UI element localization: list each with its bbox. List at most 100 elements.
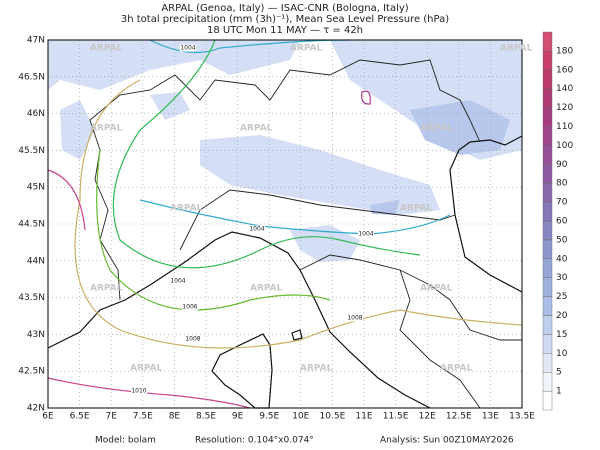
lon-label: 8E	[169, 412, 181, 422]
colorbar-label: 140	[556, 84, 573, 94]
lon-label: 8.5E	[196, 412, 216, 422]
colorbar-label: 15	[556, 330, 567, 340]
lon-label: 10E	[292, 412, 309, 422]
map-area	[47, 39, 523, 409]
colorbar-swatch	[542, 277, 553, 297]
isobar-label: 1004	[249, 226, 264, 233]
lon-label: 11E	[355, 412, 372, 422]
lat-label: 44N	[27, 256, 45, 266]
isobar-label: 1010	[131, 388, 146, 395]
lon-label: 9.5E	[259, 412, 279, 422]
colorbar-label: 160	[556, 65, 573, 75]
watermark: ARPAL	[420, 284, 453, 294]
lat-label: 45.5N	[18, 146, 45, 156]
precipitation-heavy	[370, 100, 510, 215]
lon-label: 6E	[42, 412, 54, 422]
colorbar-swatch	[542, 182, 553, 203]
title-line: 18 UTC Mon 11 MAY — τ = 42h	[207, 25, 363, 36]
colorbar-swatch	[542, 145, 553, 165]
colorbar-swatch	[542, 315, 553, 335]
footer-model: Model: bolam	[95, 436, 156, 446]
footer-analysis: Analysis: Sun 00Z10MAY2026	[380, 436, 514, 446]
colorbar-swatch	[542, 69, 553, 89]
lat-label: 43.5N	[18, 293, 45, 303]
isobar-label-bg	[358, 230, 374, 238]
lat-label: 43N	[27, 330, 45, 340]
watermark: ARPAL	[440, 364, 473, 374]
colorbar-swatch	[542, 258, 553, 278]
watermark: ARPAL	[300, 364, 333, 374]
labels: 47N 46.5N 46N 45.5N 45N 44.5N 44N 43.5N 43N 42.5N…	[18, 36, 535, 422]
colorbar-label: 40	[556, 254, 568, 264]
colorbar-label: 70	[556, 198, 568, 208]
lon-label: 9E	[232, 412, 244, 422]
colorbar-label: 180	[556, 46, 573, 56]
watermark: ARPAL	[400, 204, 433, 214]
footer-resolution: Resolution: 0.104°x0.074°	[195, 436, 314, 446]
lon-label: 10.5E	[320, 412, 346, 422]
lon-label: 13E	[482, 412, 499, 422]
watermark: ARPAL	[500, 44, 533, 54]
colorbar-swatch	[542, 390, 553, 411]
colorbar-label: 100	[556, 141, 573, 151]
isobar-label-bg	[185, 335, 201, 343]
isobar-label: 1004	[358, 231, 373, 238]
watermark: ARPAL	[130, 364, 163, 374]
lat-label: 44.5N	[18, 220, 45, 230]
watermark: ARPAL	[90, 124, 123, 134]
colorbar-label: 1	[556, 387, 562, 397]
colorbar-label: 50	[556, 235, 568, 245]
colorbar-swatch	[542, 334, 553, 354]
lat-label: 42N	[27, 404, 45, 414]
borders	[89, 59, 522, 409]
isobar-label-bg	[180, 44, 196, 52]
colorbar-swatch	[542, 239, 553, 259]
colorbar-swatch	[542, 31, 553, 52]
isobar-label-bg	[182, 303, 198, 311]
colorbar-label: 90	[556, 160, 568, 170]
colorbar-label: 120	[556, 103, 573, 113]
watermark: ARPAL	[250, 284, 283, 294]
lon-label: 7.5E	[133, 412, 153, 422]
colorbar-label: 10	[556, 349, 568, 359]
watermark: ARPAL	[290, 44, 323, 54]
colorbar-swatch	[542, 107, 553, 127]
lat-label: 42.5N	[18, 367, 45, 377]
lat-label: 46N	[27, 109, 45, 119]
colorbar-swatch	[542, 353, 553, 373]
colorbar-label: 110	[556, 122, 573, 132]
lon-label: 6.5E	[70, 412, 90, 422]
watermark: ARPAL	[90, 284, 123, 294]
title-line: 3h total precipitation (mm (3h)⁻¹), Mean…	[121, 14, 449, 25]
footer: Model: bolam Resolution: 0.104°x0.074° A…	[95, 436, 514, 446]
isobar-label: 1006	[182, 304, 197, 311]
isobar-label-bg	[131, 387, 147, 395]
colorbar-swatch	[542, 220, 553, 241]
colorbar-swatch	[542, 88, 553, 108]
colorbar-swatch	[542, 50, 553, 71]
isobar-label-bg	[170, 277, 186, 285]
title-line: ARPAL (Genoa, Italy) — ISAC-CNR (Bologna…	[161, 3, 408, 14]
isobar-label-bg	[347, 314, 363, 322]
colorbar-label: 20	[556, 311, 568, 321]
map-frame	[47, 39, 523, 409]
watermark: ARPAL	[240, 124, 273, 134]
watermark: ARPAL	[90, 44, 123, 54]
colorbar-swatch	[542, 126, 553, 146]
isobar-label: 1008	[347, 315, 362, 322]
lat-label: 45N	[27, 183, 45, 193]
lon-label: 12.5E	[446, 412, 472, 422]
isobars	[47, 39, 523, 409]
colorbar-label: 5	[556, 368, 562, 378]
colorbar-label: 25	[556, 292, 567, 302]
lat-label: 47N	[27, 36, 45, 46]
isobar-label-bg	[249, 225, 265, 233]
lon-label: 11.5E	[383, 412, 409, 422]
colorbar-swatch	[542, 372, 553, 392]
colorbar-swatch	[542, 164, 553, 184]
lon-label: 12E	[419, 412, 436, 422]
colorbar-label: 30	[556, 273, 568, 283]
colorbar-label: 60	[556, 217, 568, 227]
lat-label: 46.5N	[18, 72, 45, 82]
